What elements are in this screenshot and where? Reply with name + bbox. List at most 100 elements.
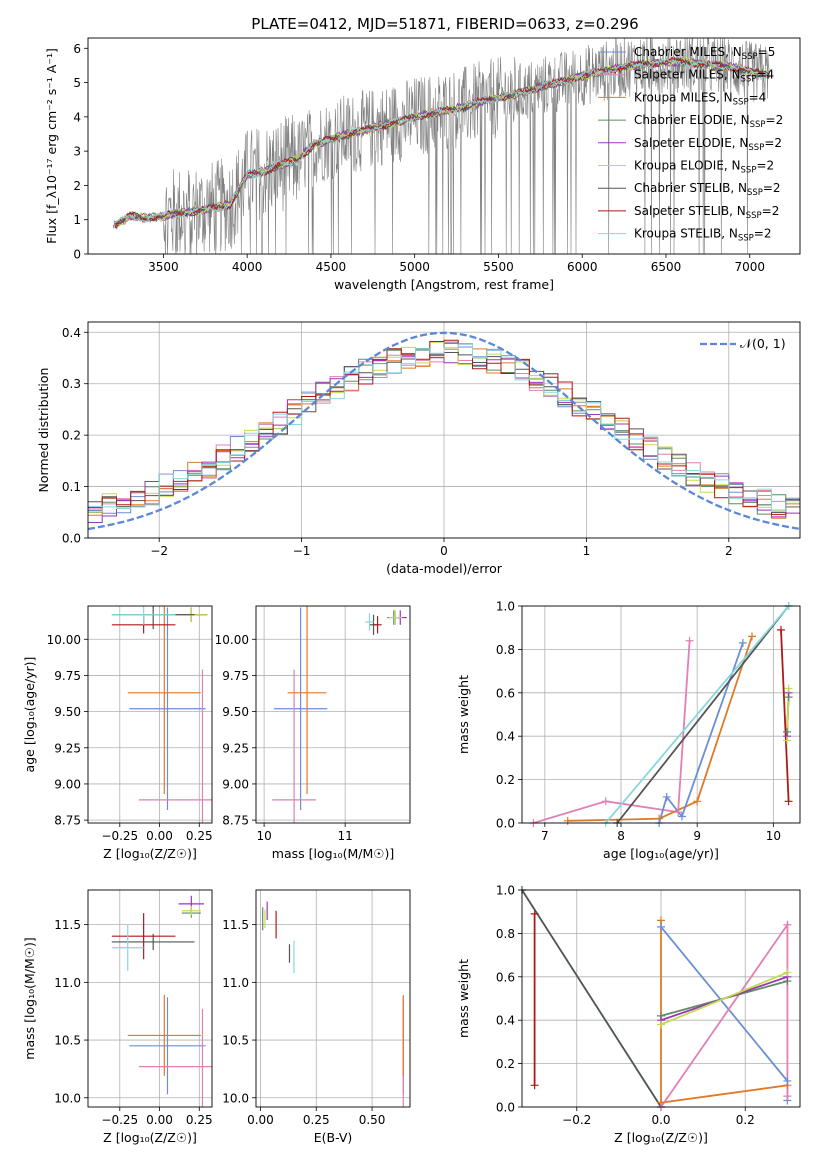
weight-marker-chabrier_miles [677,812,686,821]
histogram-kroupa_stelib [88,343,800,513]
axes-frame [87,37,801,255]
y-tick-label: 0.0 [496,1101,515,1115]
weight-marker-kroupa_miles [693,797,702,806]
x-tick-label: −2 [150,544,168,558]
x-tick-label: 3500 [148,260,179,274]
y-tick-label: 10.5 [54,1034,81,1048]
axes-weight_vs_age: 7 8 9 10 0.0 0.2 0.4 0.6 0.8 1.0 age [log₁₀(age/yr… [456,600,801,861]
weight-marker-salpeter_miles [685,636,694,645]
x-tick-label: 7 [541,829,549,843]
axes-frame [87,889,213,1108]
y-tick-label: 4 [73,110,81,124]
axes-residuals: −2 −1 0 1 2 0.0 0.1 0.2 0.3 0.4 (data-model)/error… [36,321,801,576]
y-tick-label: 0.2 [496,773,515,787]
legend-label-chabrier_miles: Chabrier MILES, NSSP=5 [634,45,775,62]
x-tick-label: 0.25 [186,829,213,843]
x-tick-label: 2 [725,544,733,558]
x-axis-label: age [log₁₀(age/yr)] [603,846,719,861]
histogram-salpeter_stelib [88,339,800,515]
axes-frame [521,889,801,1108]
legend-label-salpeter_elodie: Salpeter ELODIE, NSSP=2 [634,136,782,153]
y-tick-label: 9.75 [222,669,249,683]
weight-line-chabrier_stelib [616,606,790,823]
x-tick-label: 6500 [651,260,682,274]
y-tick-label: 1.0 [496,600,515,614]
y-tick-label: 0.1 [62,480,81,494]
weight-marker-kroupa_elodie [783,968,792,977]
plot-area-age_vs_mass [256,606,410,823]
axes-spectrum: 3500 4000 4500 5000 5500 6000 6500 7000 0 1 2 3 4 5 6 w… [44,37,801,292]
weight-line-salpeter_miles [533,640,691,823]
axes-frame [521,605,801,824]
weight-marker-kroupa_elodie [784,684,793,693]
y-tick-label: 0.4 [496,730,515,744]
y-tick-label: 8.75 [54,814,81,828]
axes-mass_vs_ebv: 0.00 0.25 0.50 10.0 10.5 11.0 11.5 E(B-V) [222,889,411,1145]
legend-label-salpeter_stelib: Salpeter STELIB, NSSP=2 [634,204,779,221]
x-tick-label: 0.2 [736,1113,755,1127]
y-tick-label: 9.75 [54,669,81,683]
y-tick-label: 0.6 [496,970,515,984]
y-tick-label: 9.50 [222,705,249,719]
x-tick-label: 0.00 [247,1113,274,1127]
weight-marker-salpeter_stelib [776,625,785,634]
x-tick-label: 4000 [232,260,263,274]
axes-weight_vs_Z: −0.2 0.0 0.2 0.0 0.2 0.4 0.6 0.8 1.0 Z [log₁₀(Z/Z… [456,884,801,1145]
y-tick-label: 0.0 [496,817,515,831]
weight-marker-chabrier_miles [783,1076,792,1085]
weight-line-kroupa_miles [567,636,753,822]
weight-marker-kroupa_elodie [783,736,792,745]
y-tick-label: 10.00 [215,633,249,647]
y-axis-label: age [log₁₀(age/yr)] [22,657,37,773]
spectrum-model-kroupa_elodie [114,56,770,229]
y-tick-label: 0.4 [496,1014,515,1028]
plot-area-age_vs_Z [88,606,212,823]
x-tick-label: 10 [766,829,781,843]
x-tick-label: 0.00 [146,1113,173,1127]
axes-age_vs_Z: −0.25 0.00 0.25 8.75 9.00 9.25 9.50 9.75 10.00 Z … [22,605,213,861]
x-axis-label: (data-model)/error [386,561,503,576]
y-tick-label: 6 [73,42,81,56]
weight-marker-chabrier_miles [657,922,665,931]
axes-frame [87,605,213,824]
y-tick-label: 10.5 [222,1034,249,1048]
legend-label-normal: 𝒩(0, 1) [740,336,786,351]
y-tick-label: 0.8 [496,927,515,941]
y-axis-label: Flux [f_λ10⁻¹⁷ erg cm⁻² s⁻¹ A⁻¹] [44,48,59,244]
y-tick-label: 10.0 [222,1091,249,1105]
x-tick-label: 0.50 [359,1113,386,1127]
weight-marker-chabrier_miles [662,792,671,801]
weight-marker-kroupa_elodie [657,1020,665,1029]
x-tick-label: −0.25 [101,829,138,843]
weight-marker-salpeter_miles [601,797,610,806]
y-tick-label: 2 [73,179,81,193]
x-tick-label: −0.25 [101,1113,138,1127]
y-tick-label: 11.0 [222,976,249,990]
weight-line-chabrier_miles [658,642,744,823]
x-tick-label: 5000 [399,260,430,274]
weight-marker-salpeter_miles [783,1092,792,1101]
weight-marker-salpeter_miles [674,808,683,817]
y-tick-label: 11.5 [54,918,81,932]
y-axis-label: mass weight [456,959,471,1038]
spectrum-data-line [112,38,770,254]
axes-frame [255,605,411,824]
legend-label-chabrier_stelib: Chabrier STELIB, NSSP=2 [634,181,781,198]
y-tick-label: 9.50 [54,705,81,719]
y-tick-label: 8.75 [222,814,249,828]
x-tick-label: 1 [583,544,591,558]
weight-marker-salpeter_miles [783,920,792,929]
weight-line-salpeter_stelib [780,629,790,802]
x-tick-label: 4500 [316,260,347,274]
x-tick-label: 11 [338,829,353,843]
spectrum-model-kroupa_stelib [114,56,770,223]
y-tick-label: 1 [73,213,81,227]
x-axis-label: wavelength [Angstrom, rest frame] [334,277,554,292]
x-axis-label: Z [log₁₀(Z/Z☉)] [614,1130,708,1145]
y-tick-label: 5 [73,76,81,90]
legend-label-kroupa_stelib: Kroupa STELIB, NSSP=2 [634,227,772,244]
plot-area-weight_vs_age [522,606,800,823]
x-tick-label: 5500 [483,260,514,274]
normal-curve [88,331,800,531]
legend-label-salpeter_miles: Salpeter MILES, NSSP=4 [634,68,774,85]
